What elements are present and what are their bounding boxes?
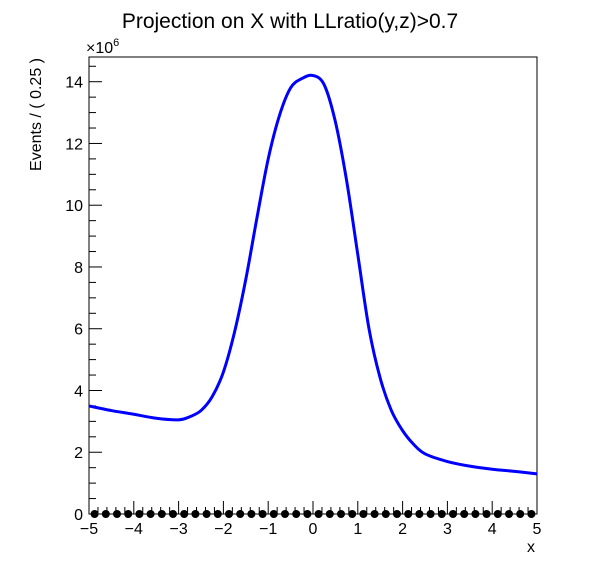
x-tick-label: −4 bbox=[125, 521, 143, 538]
data-point bbox=[527, 510, 536, 518]
y-tick-label: 12 bbox=[65, 136, 83, 153]
data-point bbox=[225, 510, 233, 518]
y-axis-label: Events / ( 0.25 ) bbox=[28, 58, 45, 171]
x-tick-label: 0 bbox=[309, 521, 318, 538]
plot-border bbox=[88, 56, 538, 515]
y-multiplier-exponent: 6 bbox=[113, 37, 119, 49]
data-point bbox=[157, 510, 166, 518]
data-point bbox=[169, 510, 177, 518]
data-point bbox=[348, 510, 357, 518]
data-point bbox=[90, 510, 99, 518]
data-point bbox=[471, 510, 480, 518]
x-tick-label: 2 bbox=[398, 521, 407, 538]
x-tick-label: −1 bbox=[259, 521, 277, 538]
y-tick-label: 6 bbox=[74, 322, 83, 339]
data-point bbox=[292, 510, 301, 518]
data-point bbox=[213, 510, 222, 518]
model-curve bbox=[88, 73, 538, 476]
data-point bbox=[437, 510, 446, 518]
marker-layer bbox=[89, 510, 537, 518]
data-point bbox=[426, 510, 435, 518]
y-tick-label: 4 bbox=[74, 383, 83, 400]
x-axis-label: x bbox=[527, 539, 535, 556]
data-point bbox=[415, 510, 424, 518]
x-tick-label: 3 bbox=[443, 521, 452, 538]
data-point bbox=[493, 510, 502, 518]
data-point bbox=[449, 510, 457, 518]
data-point bbox=[404, 510, 413, 518]
data-point bbox=[325, 510, 334, 518]
data-point bbox=[236, 510, 245, 518]
data-point bbox=[482, 510, 491, 518]
data-point bbox=[393, 510, 401, 518]
data-point bbox=[381, 510, 390, 518]
data-point bbox=[281, 510, 289, 518]
data-point bbox=[101, 510, 110, 518]
x-tick-label: 1 bbox=[353, 521, 362, 538]
y-multiplier: ×106 bbox=[86, 37, 119, 57]
x-tick-label: 5 bbox=[533, 521, 542, 538]
y-tick-label: 0 bbox=[74, 507, 83, 524]
x-tick-label: −2 bbox=[214, 521, 232, 538]
data-point bbox=[269, 510, 278, 518]
data-point bbox=[314, 510, 323, 518]
data-point bbox=[359, 510, 368, 518]
data-point bbox=[247, 510, 256, 518]
x-tick-label: 4 bbox=[488, 521, 497, 538]
curve-layer bbox=[88, 73, 538, 476]
data-point bbox=[146, 510, 155, 518]
x-axis-ticks: −5 −4 −3 −2 −1 0 1 2 3 4 5 bbox=[80, 501, 542, 538]
data-point bbox=[135, 510, 144, 518]
data-point bbox=[516, 510, 525, 518]
x-tick-label: −5 bbox=[80, 521, 98, 538]
data-point bbox=[202, 510, 211, 518]
y-tick-label: 14 bbox=[65, 75, 83, 92]
data-point bbox=[505, 510, 513, 518]
data-point bbox=[258, 510, 267, 518]
data-point bbox=[113, 510, 121, 518]
data-point bbox=[337, 510, 345, 518]
y-tick-label: 8 bbox=[74, 260, 83, 277]
data-point bbox=[303, 510, 312, 518]
data-point bbox=[191, 510, 200, 518]
chart-title: Projection on X with LLratio(y,z)>0.7 bbox=[122, 10, 458, 33]
data-point bbox=[370, 510, 379, 518]
data-point bbox=[124, 510, 133, 518]
y-multiplier-base: ×10 bbox=[86, 40, 113, 57]
data-point bbox=[460, 510, 469, 518]
plot-frame bbox=[88, 56, 538, 515]
x-tick-label: −3 bbox=[169, 521, 187, 538]
y-tick-label: 2 bbox=[74, 445, 83, 462]
y-tick-label: 10 bbox=[65, 198, 83, 215]
y-axis-ticks: 0 2 4 6 8 10 12 14 bbox=[65, 65, 102, 524]
data-point bbox=[180, 510, 189, 518]
